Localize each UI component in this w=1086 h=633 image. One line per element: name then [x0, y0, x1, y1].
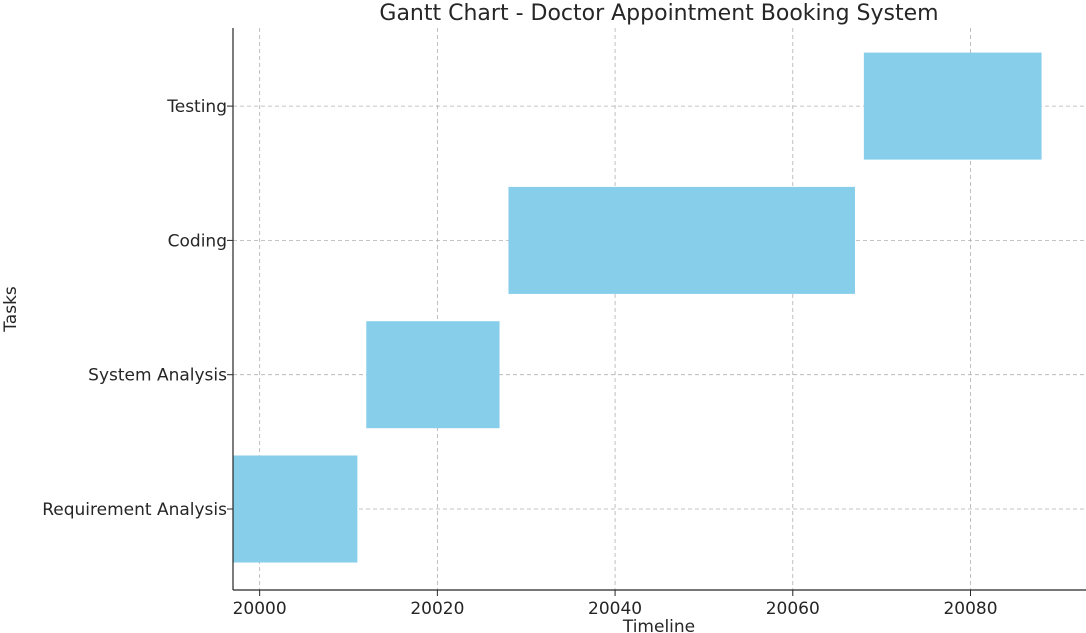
y-axis-label: Tasks: [1, 286, 21, 333]
x-tick-label: 20060: [766, 599, 820, 619]
y-tick-label: Testing: [166, 97, 227, 117]
y-tick-label: Coding: [168, 231, 227, 251]
axis-layer: 20000 20020 20040 20060 20080 Requirement Ana…: [42, 28, 1086, 619]
y-tick-label: Requirement Analysis: [42, 500, 227, 520]
x-tick-label: 20080: [943, 599, 997, 619]
chart-title: Gantt Chart - Doctor Appointment Booking…: [379, 1, 938, 26]
task-bar: [863, 52, 1042, 160]
x-tick-label: 20040: [588, 599, 642, 619]
bar-layer: [233, 52, 1042, 563]
x-axis-label: Timeline: [622, 617, 695, 633]
task-bar: [366, 321, 500, 429]
x-tick-label: 20020: [410, 599, 464, 619]
task-bar: [508, 186, 855, 294]
y-tick-label: System Analysis: [88, 366, 227, 386]
task-bar: [233, 455, 358, 563]
x-tick-label: 20000: [233, 599, 287, 619]
